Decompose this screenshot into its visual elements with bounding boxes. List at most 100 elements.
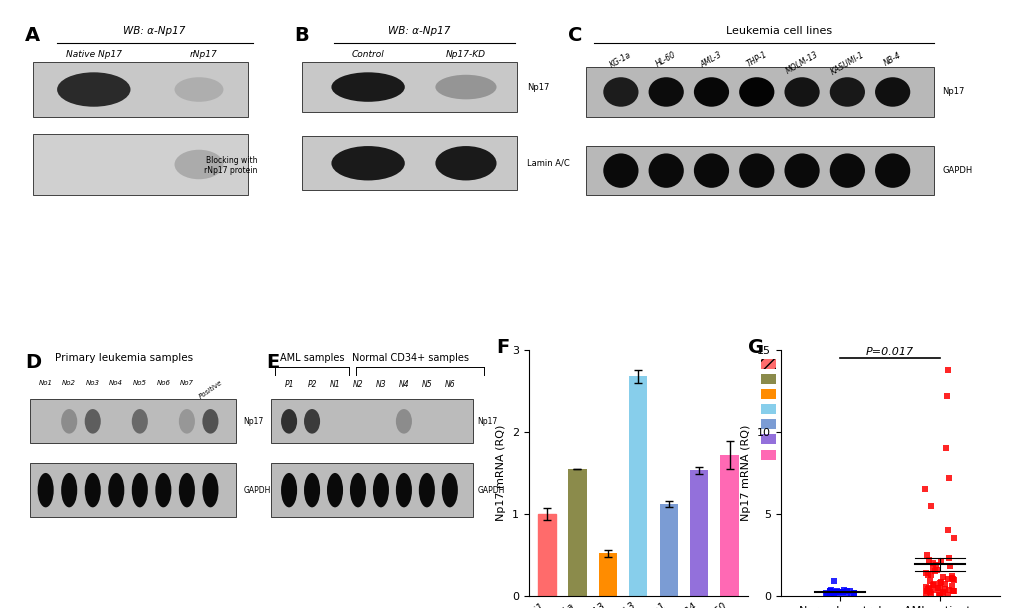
Text: N3: N3 (375, 379, 386, 389)
Text: N5: N5 (421, 379, 432, 389)
FancyBboxPatch shape (302, 136, 517, 190)
Ellipse shape (178, 473, 195, 507)
Ellipse shape (85, 473, 101, 507)
Text: GAPDH: GAPDH (477, 486, 504, 495)
Text: G: G (747, 338, 763, 357)
Point (943, 573, 959, 582)
Text: Lamin A/C: Lamin A/C (527, 159, 570, 168)
Ellipse shape (739, 77, 773, 107)
Ellipse shape (435, 75, 496, 99)
Point (941, 561, 957, 571)
Ellipse shape (874, 77, 909, 107)
Text: WB: α-Np17: WB: α-Np17 (387, 26, 449, 36)
Text: Np17: Np17 (243, 417, 263, 426)
Ellipse shape (350, 473, 366, 507)
Point (930, 583, 947, 593)
Text: HL-60: HL-60 (654, 50, 678, 69)
Text: P2: P2 (307, 379, 317, 389)
Point (821, 589, 838, 598)
Point (919, 584, 935, 594)
Text: MOLM-13: MOLM-13 (784, 50, 819, 76)
Text: No2: No2 (62, 379, 76, 385)
Point (917, 582, 933, 592)
Point (937, 443, 954, 453)
Point (945, 575, 961, 585)
Point (924, 563, 941, 573)
Point (932, 577, 949, 587)
Text: KASUMI-1: KASUMI-1 (828, 50, 865, 77)
Text: No1: No1 (39, 379, 53, 385)
Ellipse shape (331, 146, 405, 181)
FancyBboxPatch shape (33, 134, 248, 195)
FancyBboxPatch shape (585, 67, 932, 117)
Ellipse shape (395, 409, 412, 434)
Ellipse shape (693, 153, 729, 188)
Point (818, 590, 835, 599)
FancyBboxPatch shape (270, 463, 473, 517)
Ellipse shape (784, 77, 819, 107)
Text: D: D (25, 353, 41, 371)
Text: No4: No4 (109, 379, 123, 385)
Point (922, 570, 938, 579)
Point (927, 565, 944, 575)
Text: P=0.017: P=0.017 (865, 347, 913, 357)
Ellipse shape (304, 409, 320, 434)
Point (940, 590, 956, 599)
Ellipse shape (648, 77, 683, 107)
Point (941, 473, 957, 483)
Text: B: B (294, 26, 309, 44)
Point (833, 588, 849, 598)
Text: N1: N1 (329, 379, 340, 389)
Text: C: C (568, 26, 582, 44)
Ellipse shape (281, 409, 297, 434)
Ellipse shape (174, 77, 223, 102)
Point (938, 525, 955, 535)
Text: NB-4: NB-4 (881, 50, 902, 67)
Point (934, 587, 951, 597)
FancyBboxPatch shape (33, 63, 248, 117)
Point (835, 587, 851, 597)
Ellipse shape (131, 473, 148, 507)
Point (822, 586, 839, 595)
Point (929, 584, 946, 593)
Ellipse shape (304, 473, 320, 507)
Point (929, 590, 946, 600)
Point (827, 586, 844, 596)
Point (933, 588, 950, 598)
Ellipse shape (441, 473, 458, 507)
Ellipse shape (85, 409, 101, 434)
Ellipse shape (202, 409, 218, 434)
Point (916, 485, 932, 494)
Y-axis label: Np17 mRNA (RQ): Np17 mRNA (RQ) (496, 425, 505, 521)
Text: Positive: Positive (198, 379, 223, 400)
Point (845, 588, 861, 598)
Point (944, 574, 960, 584)
Text: Np17: Np17 (477, 417, 497, 426)
Point (922, 589, 938, 599)
Ellipse shape (602, 77, 638, 107)
Bar (659, 504, 678, 596)
Point (835, 585, 851, 595)
Point (940, 553, 956, 563)
Ellipse shape (131, 409, 148, 434)
Text: AML samples: AML samples (279, 353, 344, 362)
Point (825, 589, 842, 599)
Point (936, 584, 953, 594)
Point (917, 568, 933, 578)
Ellipse shape (61, 409, 77, 434)
Point (919, 583, 935, 593)
Point (946, 534, 962, 544)
Text: THP-1: THP-1 (744, 50, 768, 69)
Ellipse shape (784, 153, 819, 188)
Ellipse shape (693, 77, 729, 107)
Ellipse shape (331, 72, 405, 102)
Point (922, 501, 938, 511)
Bar (629, 376, 647, 596)
Point (938, 365, 955, 375)
Point (940, 586, 956, 595)
Ellipse shape (174, 150, 223, 179)
Text: Control: Control (352, 50, 384, 59)
Bar (598, 553, 616, 596)
Point (937, 391, 954, 401)
Point (924, 558, 941, 568)
